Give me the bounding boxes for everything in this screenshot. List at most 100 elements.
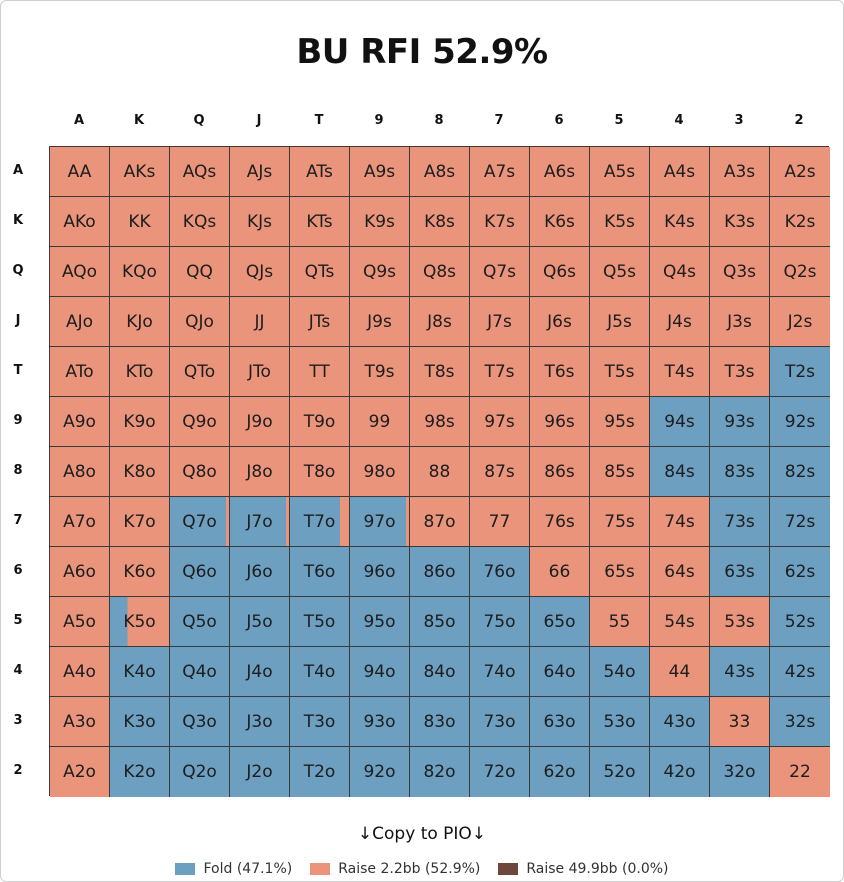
hand-cell-82s[interactable]: 82s [770,447,830,497]
hand-cell-83o[interactable]: 83o [410,697,470,747]
hand-cell-a8s[interactable]: A8s [410,147,470,197]
hand-cell-qts[interactable]: QTs [290,247,350,297]
hand-cell-q2s[interactable]: Q2s [770,247,830,297]
hand-cell-j5s[interactable]: J5s [590,297,650,347]
hand-cell-62o[interactable]: 62o [530,747,590,797]
hand-cell-95s[interactable]: 95s [590,397,650,447]
hand-cell-t8s[interactable]: T8s [410,347,470,397]
hand-cell-qjo[interactable]: QJo [170,297,230,347]
hand-cell-96o[interactable]: 96o [350,547,410,597]
hand-cell-88[interactable]: 88 [410,447,470,497]
hand-cell-q6o[interactable]: Q6o [170,547,230,597]
hand-cell-t5o[interactable]: T5o [290,597,350,647]
hand-cell-94o[interactable]: 94o [350,647,410,697]
hand-cell-j8o[interactable]: J8o [230,447,290,497]
hand-cell-q8s[interactable]: Q8s [410,247,470,297]
hand-cell-q8o[interactable]: Q8o [170,447,230,497]
hand-cell-aa[interactable]: AA [50,147,110,197]
hand-cell-43s[interactable]: 43s [710,647,770,697]
hand-cell-k5s[interactable]: K5s [590,197,650,247]
hand-cell-52s[interactable]: 52s [770,597,830,647]
hand-cell-q2o[interactable]: Q2o [170,747,230,797]
hand-cell-42o[interactable]: 42o [650,747,710,797]
hand-cell-k3o[interactable]: K3o [110,697,170,747]
hand-cell-44[interactable]: 44 [650,647,710,697]
hand-cell-k6o[interactable]: K6o [110,547,170,597]
hand-cell-j2s[interactable]: J2s [770,297,830,347]
hand-cell-k9s[interactable]: K9s [350,197,410,247]
hand-cell-t4s[interactable]: T4s [650,347,710,397]
hand-cell-t5s[interactable]: T5s [590,347,650,397]
hand-cell-ato[interactable]: ATo [50,347,110,397]
hand-cell-j3o[interactable]: J3o [230,697,290,747]
hand-cell-q5s[interactable]: Q5s [590,247,650,297]
hand-cell-a3o[interactable]: A3o [50,697,110,747]
hand-cell-kjo[interactable]: KJo [110,297,170,347]
hand-cell-ako[interactable]: AKo [50,197,110,247]
hand-cell-q5o[interactable]: Q5o [170,597,230,647]
hand-cell-k4o[interactable]: K4o [110,647,170,697]
hand-cell-k2s[interactable]: K2s [770,197,830,247]
hand-cell-t3s[interactable]: T3s [710,347,770,397]
hand-cell-52o[interactable]: 52o [590,747,650,797]
hand-cell-qto[interactable]: QTo [170,347,230,397]
hand-cell-64s[interactable]: 64s [650,547,710,597]
hand-cell-86s[interactable]: 86s [530,447,590,497]
hand-cell-75o[interactable]: 75o [470,597,530,647]
hand-cell-k4s[interactable]: K4s [650,197,710,247]
hand-cell-j2o[interactable]: J2o [230,747,290,797]
hand-cell-q9s[interactable]: Q9s [350,247,410,297]
hand-cell-t2s[interactable]: T2s [770,347,830,397]
hand-cell-k8s[interactable]: K8s [410,197,470,247]
hand-cell-64o[interactable]: 64o [530,647,590,697]
hand-cell-j7s[interactable]: J7s [470,297,530,347]
hand-cell-qjs[interactable]: QJs [230,247,290,297]
hand-cell-tt[interactable]: TT [290,347,350,397]
hand-cell-t9s[interactable]: T9s [350,347,410,397]
hand-cell-t6o[interactable]: T6o [290,547,350,597]
hand-cell-j7o[interactable]: J7o [230,497,290,547]
hand-cell-jto[interactable]: JTo [230,347,290,397]
hand-cell-a9s[interactable]: A9s [350,147,410,197]
hand-cell-j3s[interactable]: J3s [710,297,770,347]
hand-cell-84s[interactable]: 84s [650,447,710,497]
hand-cell-aqo[interactable]: AQo [50,247,110,297]
hand-cell-aks[interactable]: AKs [110,147,170,197]
hand-cell-66[interactable]: 66 [530,547,590,597]
hand-cell-q3s[interactable]: Q3s [710,247,770,297]
hand-cell-74s[interactable]: 74s [650,497,710,547]
hand-cell-32s[interactable]: 32s [770,697,830,747]
hand-cell-j4s[interactable]: J4s [650,297,710,347]
hand-cell-j9o[interactable]: J9o [230,397,290,447]
hand-cell-33[interactable]: 33 [710,697,770,747]
hand-cell-j4o[interactable]: J4o [230,647,290,697]
hand-cell-kqo[interactable]: KQo [110,247,170,297]
hand-cell-92o[interactable]: 92o [350,747,410,797]
hand-cell-a3s[interactable]: A3s [710,147,770,197]
hand-cell-62s[interactable]: 62s [770,547,830,597]
hand-cell-76s[interactable]: 76s [530,497,590,547]
hand-cell-ajo[interactable]: AJo [50,297,110,347]
hand-cell-86o[interactable]: 86o [410,547,470,597]
hand-cell-53o[interactable]: 53o [590,697,650,747]
hand-cell-32o[interactable]: 32o [710,747,770,797]
hand-cell-97s[interactable]: 97s [470,397,530,447]
hand-cell-k7s[interactable]: K7s [470,197,530,247]
hand-cell-74o[interactable]: 74o [470,647,530,697]
hand-cell-73o[interactable]: 73o [470,697,530,747]
hand-cell-98o[interactable]: 98o [350,447,410,497]
hand-cell-q7o[interactable]: Q7o [170,497,230,547]
hand-cell-kqs[interactable]: KQs [170,197,230,247]
hand-cell-75s[interactable]: 75s [590,497,650,547]
hand-cell-q4s[interactable]: Q4s [650,247,710,297]
hand-cell-aqs[interactable]: AQs [170,147,230,197]
hand-cell-43o[interactable]: 43o [650,697,710,747]
hand-cell-t7s[interactable]: T7s [470,347,530,397]
hand-cell-ats[interactable]: ATs [290,147,350,197]
hand-cell-q4o[interactable]: Q4o [170,647,230,697]
hand-cell-72s[interactable]: 72s [770,497,830,547]
hand-cell-54o[interactable]: 54o [590,647,650,697]
hand-cell-82o[interactable]: 82o [410,747,470,797]
hand-cell-87s[interactable]: 87s [470,447,530,497]
hand-cell-kts[interactable]: KTs [290,197,350,247]
